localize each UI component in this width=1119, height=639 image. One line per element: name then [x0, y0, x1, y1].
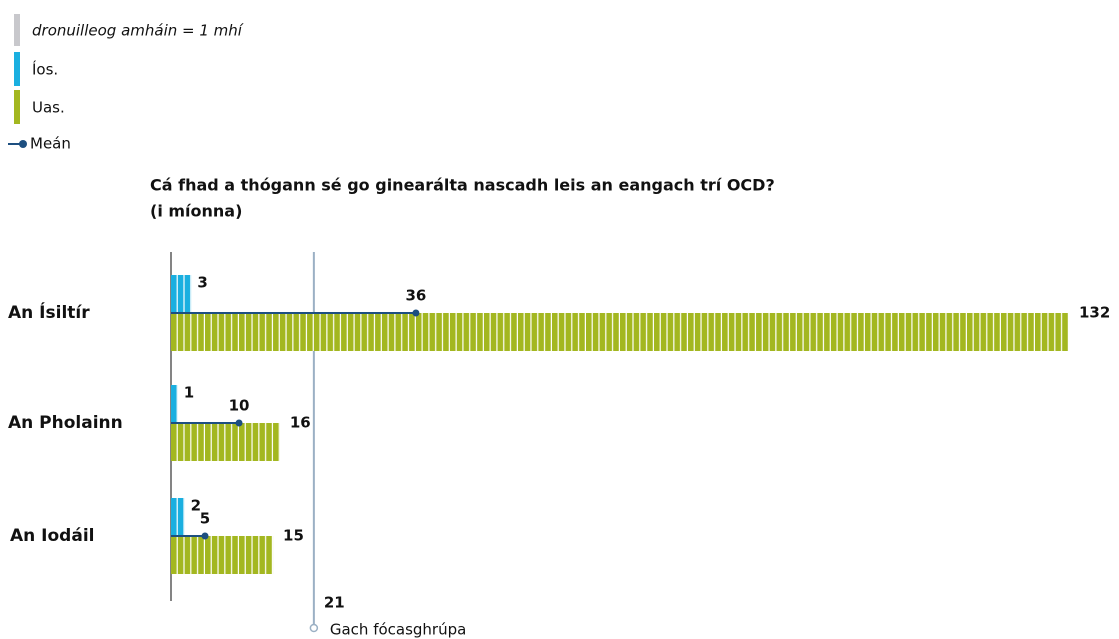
- legend-label: Íos.: [32, 60, 58, 79]
- category-label: An Ísiltír: [8, 301, 90, 323]
- max-label: 15: [283, 527, 304, 545]
- legend-dot: [19, 140, 27, 148]
- reference-label: Gach fócasghrúpa: [330, 621, 466, 639]
- reference-value: 21: [324, 594, 345, 612]
- max-bar: [171, 423, 280, 461]
- min-bar: [171, 498, 185, 536]
- mean-dot: [201, 532, 209, 540]
- max-label: 16: [290, 414, 311, 432]
- mean-dot: [412, 309, 420, 317]
- max-bar: [171, 313, 1069, 351]
- min-label: 1: [184, 384, 194, 402]
- reference-dot: [309, 623, 319, 633]
- legend-swatch: [14, 14, 20, 46]
- min-bar: [171, 275, 192, 313]
- legend-label: Meán: [30, 135, 71, 153]
- mean-dot: [235, 419, 243, 427]
- category-label: An Pholainn: [8, 413, 123, 433]
- chart-subtitle: (i míonna): [150, 202, 242, 221]
- mean-label: 5: [200, 510, 210, 528]
- max-bar: [171, 536, 274, 574]
- min-label: 3: [197, 274, 207, 292]
- legend-swatch: [14, 90, 20, 124]
- legend-note: dronuilleog amháin = 1 mhí: [32, 22, 244, 40]
- category-label: An Iodáil: [10, 526, 94, 546]
- mean-label: 10: [229, 397, 250, 415]
- legend-swatch: [14, 52, 20, 86]
- min-label: 2: [191, 497, 201, 515]
- chart-title: Cá fhad a thógann sé go ginearálta nasca…: [150, 176, 775, 195]
- min-bar: [171, 385, 178, 423]
- mean-label: 36: [405, 287, 426, 305]
- legend-label: Uas.: [32, 99, 65, 117]
- max-label: 132: [1079, 304, 1110, 322]
